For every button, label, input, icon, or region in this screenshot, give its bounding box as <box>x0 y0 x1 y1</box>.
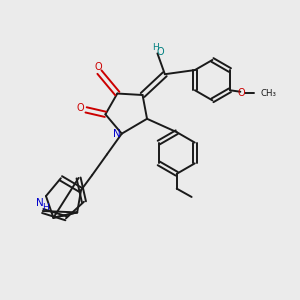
Text: H: H <box>153 43 159 52</box>
Text: O: O <box>94 62 102 72</box>
Text: N: N <box>36 198 43 208</box>
Text: H: H <box>42 203 49 212</box>
Text: O: O <box>157 47 164 57</box>
Text: CH₃: CH₃ <box>260 89 276 98</box>
Text: N: N <box>112 129 120 139</box>
Text: O: O <box>77 103 85 113</box>
Text: O: O <box>238 88 246 98</box>
